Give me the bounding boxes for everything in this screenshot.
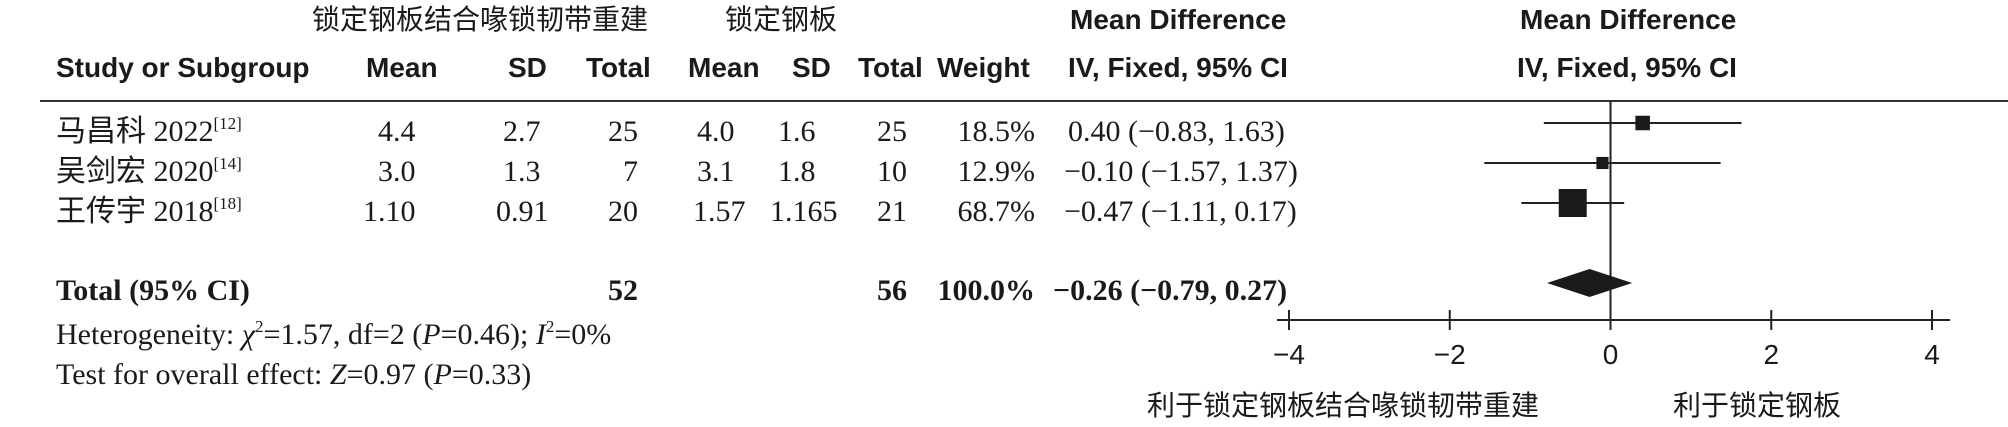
- header-sd-experimental: SD: [508, 52, 547, 83]
- header-study: Study or Subgroup: [56, 52, 310, 83]
- chi-value: =1.57, df=2 (: [263, 318, 423, 351]
- study-weight: 18.5%: [957, 115, 1036, 148]
- total-experimental: 20: [608, 195, 638, 228]
- md-method: IV, Fixed, 95% CI: [1068, 52, 1288, 83]
- study-weight: 68.7%: [957, 195, 1036, 228]
- x-axis-tick-label: 2: [1763, 339, 1779, 370]
- plot-title: Mean Difference: [1520, 4, 1737, 35]
- study-effect-square: [1558, 189, 1587, 217]
- study-name-text: 吴剑宏 2020: [56, 155, 214, 188]
- p-symbol: P: [422, 318, 441, 351]
- z-value: =0.97 (: [346, 358, 434, 391]
- total-experimental: 25: [608, 115, 638, 148]
- header-mean-experimental: Mean: [366, 52, 438, 83]
- chi-symbol: χ: [241, 318, 255, 351]
- study-ci: −0.10 (−1.57, 1.37): [1064, 155, 1298, 188]
- z-symbol: Z: [329, 358, 347, 391]
- study-reference: [14]: [213, 154, 242, 173]
- total-control: 25: [877, 115, 907, 148]
- sd-control: 1.8: [778, 155, 816, 188]
- sd-experimental: 0.91: [496, 195, 549, 228]
- favours-right-label: 利于锁定钢板: [1673, 389, 1842, 422]
- header-mean-control: Mean: [688, 52, 760, 83]
- md-title: Mean Difference: [1070, 4, 1287, 35]
- study-effect-square: [1596, 156, 1609, 170]
- favours-left-label: 利于锁定钢板结合喙锁韧带重建: [1147, 389, 1540, 422]
- total-experimental: 52: [608, 274, 638, 307]
- mean-control: 3.1: [697, 155, 735, 188]
- mean-control: 1.57: [693, 195, 746, 228]
- header-weight: Weight: [937, 52, 1030, 83]
- pooled-effect-diamond: [1547, 269, 1633, 297]
- total-control: 56: [877, 274, 907, 307]
- i-value: =0%: [554, 318, 612, 351]
- x-axis-tick-label: 4: [1924, 339, 1940, 370]
- study-effect-square: [1635, 115, 1650, 131]
- total-control: 21: [877, 195, 907, 228]
- heterogeneity-stats: Heterogeneity: χ2=1.57, df=2 (P=0.46); I…: [56, 317, 612, 351]
- total-label: Total (95% CI): [56, 274, 250, 307]
- header-total-control: Total: [858, 52, 923, 83]
- header-sd-control: SD: [792, 52, 831, 83]
- study-name: 王传宇 2018[18]: [56, 194, 242, 228]
- x-axis-tick-label: −4: [1273, 339, 1305, 370]
- mean-experimental: 4.4: [378, 115, 416, 148]
- study-reference: [12]: [213, 114, 242, 133]
- study-name-text: 马昌科 2022: [56, 115, 214, 148]
- sd-control: 1.6: [778, 115, 816, 148]
- study-ci: 0.40 (−0.83, 1.63): [1068, 115, 1285, 148]
- header-total-experimental: Total: [586, 52, 651, 83]
- sd-experimental: 2.7: [503, 115, 541, 148]
- study-name: 吴剑宏 2020[14]: [56, 154, 242, 188]
- total-control: 10: [877, 155, 907, 188]
- sd-experimental: 1.3: [503, 155, 541, 188]
- x-axis-tick-label: 0: [1603, 339, 1619, 370]
- total-experimental: 7: [623, 155, 638, 188]
- p-symbol: P: [433, 358, 452, 391]
- study-name-text: 王传宇 2018: [56, 195, 214, 228]
- p-value: =0.46);: [440, 318, 536, 351]
- plot-method: IV, Fixed, 95% CI: [1517, 52, 1737, 83]
- study-weight: 12.9%: [957, 155, 1036, 188]
- mean-experimental: 3.0: [378, 155, 416, 188]
- study-reference: [18]: [213, 194, 242, 213]
- overall-prefix: Test for overall effect:: [56, 358, 330, 391]
- mean-control: 4.0: [697, 115, 735, 148]
- total-weight: 100.0%: [937, 274, 1036, 307]
- p-value: =0.33): [451, 358, 532, 391]
- heterogeneity-prefix: Heterogeneity:: [56, 318, 242, 351]
- mean-experimental: 1.10: [363, 195, 416, 228]
- study-ci: −0.47 (−1.11, 0.17): [1064, 195, 1297, 228]
- total-ci: −0.26 (−0.79, 0.27): [1053, 274, 1288, 307]
- overall-effect-test: Test for overall effect: Z=0.97 (P=0.33): [56, 360, 531, 390]
- group-header-control: 锁定钢板: [725, 3, 838, 36]
- i-symbol: I: [535, 318, 546, 351]
- x-axis-tick-label: −2: [1434, 339, 1466, 370]
- study-name: 马昌科 2022[12]: [56, 114, 242, 148]
- sd-control: 1.165: [770, 195, 838, 228]
- group-header-experimental: 锁定钢板结合喙锁韧带重建: [312, 3, 649, 36]
